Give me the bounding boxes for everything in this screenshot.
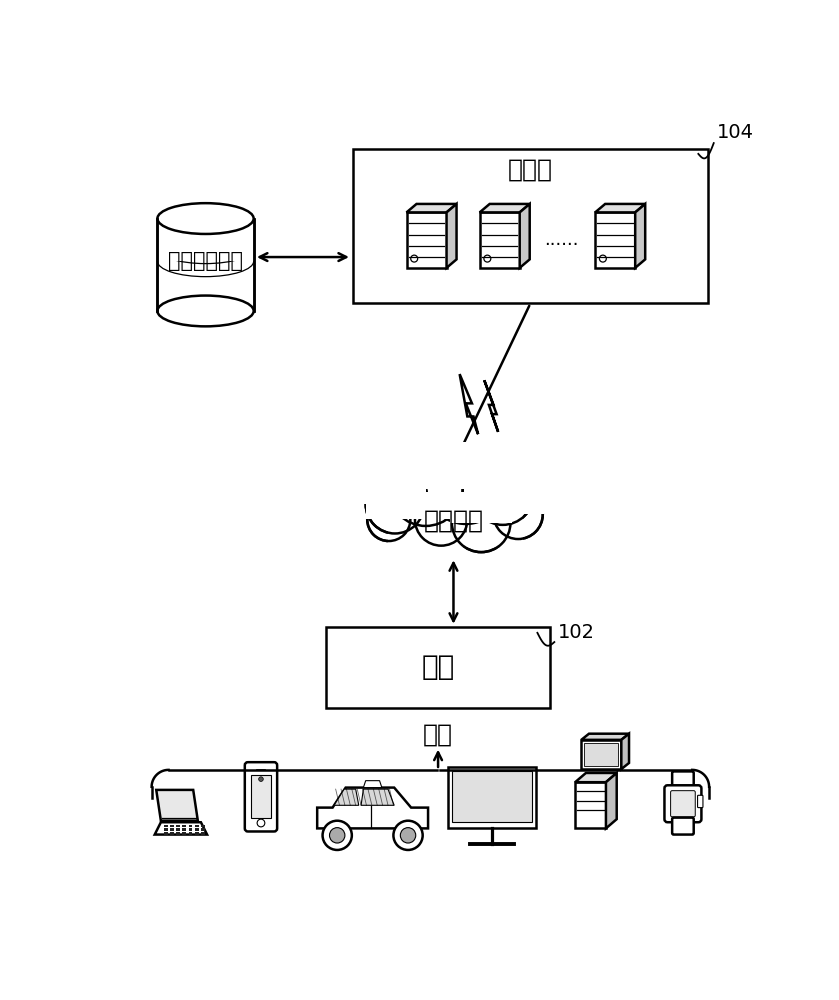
Polygon shape <box>195 828 199 831</box>
Polygon shape <box>361 789 394 805</box>
Polygon shape <box>451 492 512 523</box>
Polygon shape <box>595 204 645 212</box>
Polygon shape <box>164 832 168 835</box>
Circle shape <box>493 490 543 539</box>
Polygon shape <box>317 788 428 828</box>
Polygon shape <box>156 245 255 261</box>
Polygon shape <box>201 832 205 835</box>
Polygon shape <box>480 212 519 268</box>
Polygon shape <box>407 204 456 212</box>
Polygon shape <box>195 825 199 827</box>
Polygon shape <box>581 734 629 740</box>
Polygon shape <box>189 832 192 835</box>
Circle shape <box>393 821 423 850</box>
Circle shape <box>258 777 263 781</box>
Polygon shape <box>182 825 186 827</box>
Text: 例如: 例如 <box>423 722 453 746</box>
FancyBboxPatch shape <box>697 795 703 808</box>
FancyBboxPatch shape <box>670 791 696 817</box>
Ellipse shape <box>158 296 253 326</box>
Polygon shape <box>158 219 253 311</box>
Circle shape <box>367 498 410 541</box>
Circle shape <box>257 819 265 827</box>
Polygon shape <box>364 473 425 504</box>
Polygon shape <box>446 204 456 268</box>
Polygon shape <box>170 825 174 827</box>
Polygon shape <box>407 212 446 268</box>
Polygon shape <box>156 217 255 233</box>
Text: 数据存储系统: 数据存储系统 <box>168 251 243 271</box>
Ellipse shape <box>158 203 253 234</box>
Text: 104: 104 <box>717 123 753 142</box>
Circle shape <box>415 493 467 546</box>
Polygon shape <box>388 497 523 547</box>
Polygon shape <box>414 492 469 519</box>
Polygon shape <box>176 825 180 827</box>
Text: 102: 102 <box>557 623 594 642</box>
FancyBboxPatch shape <box>353 149 707 303</box>
Text: 服务器: 服务器 <box>508 157 553 181</box>
Circle shape <box>330 828 345 843</box>
Circle shape <box>452 494 510 552</box>
Polygon shape <box>189 825 192 827</box>
Polygon shape <box>460 374 478 434</box>
FancyBboxPatch shape <box>672 818 694 835</box>
Polygon shape <box>189 828 192 831</box>
Polygon shape <box>425 442 508 484</box>
Polygon shape <box>154 822 207 835</box>
Polygon shape <box>484 380 498 432</box>
Text: 终端: 终端 <box>421 653 455 681</box>
Polygon shape <box>595 212 635 268</box>
Polygon shape <box>170 828 174 831</box>
Polygon shape <box>366 496 412 519</box>
Polygon shape <box>622 734 629 769</box>
FancyBboxPatch shape <box>664 785 701 822</box>
FancyBboxPatch shape <box>575 782 606 828</box>
Circle shape <box>388 452 463 526</box>
Circle shape <box>322 821 352 850</box>
Text: 通信网络: 通信网络 <box>424 508 483 532</box>
Polygon shape <box>182 832 186 835</box>
Text: ......: ...... <box>544 231 579 249</box>
Polygon shape <box>201 828 205 831</box>
Polygon shape <box>492 488 545 514</box>
FancyBboxPatch shape <box>251 774 271 818</box>
Polygon shape <box>519 204 529 268</box>
Polygon shape <box>182 828 186 831</box>
Polygon shape <box>156 790 198 821</box>
FancyBboxPatch shape <box>448 767 536 828</box>
Polygon shape <box>170 832 174 835</box>
Polygon shape <box>471 462 535 494</box>
Circle shape <box>400 828 416 843</box>
Circle shape <box>425 444 506 524</box>
Polygon shape <box>164 828 168 831</box>
Polygon shape <box>164 825 168 827</box>
Polygon shape <box>635 204 645 268</box>
Polygon shape <box>575 773 617 782</box>
Polygon shape <box>195 832 199 835</box>
FancyBboxPatch shape <box>326 627 550 708</box>
Polygon shape <box>388 450 464 489</box>
Polygon shape <box>363 781 382 788</box>
Polygon shape <box>176 832 180 835</box>
FancyBboxPatch shape <box>585 743 618 766</box>
Circle shape <box>472 463 534 525</box>
FancyBboxPatch shape <box>581 740 622 769</box>
Polygon shape <box>201 825 205 827</box>
Polygon shape <box>334 789 359 805</box>
Polygon shape <box>606 773 617 828</box>
FancyBboxPatch shape <box>452 771 532 822</box>
Polygon shape <box>480 204 529 212</box>
FancyBboxPatch shape <box>672 771 694 788</box>
Polygon shape <box>156 232 255 248</box>
FancyBboxPatch shape <box>245 762 277 831</box>
Circle shape <box>366 475 425 533</box>
Polygon shape <box>176 828 180 831</box>
